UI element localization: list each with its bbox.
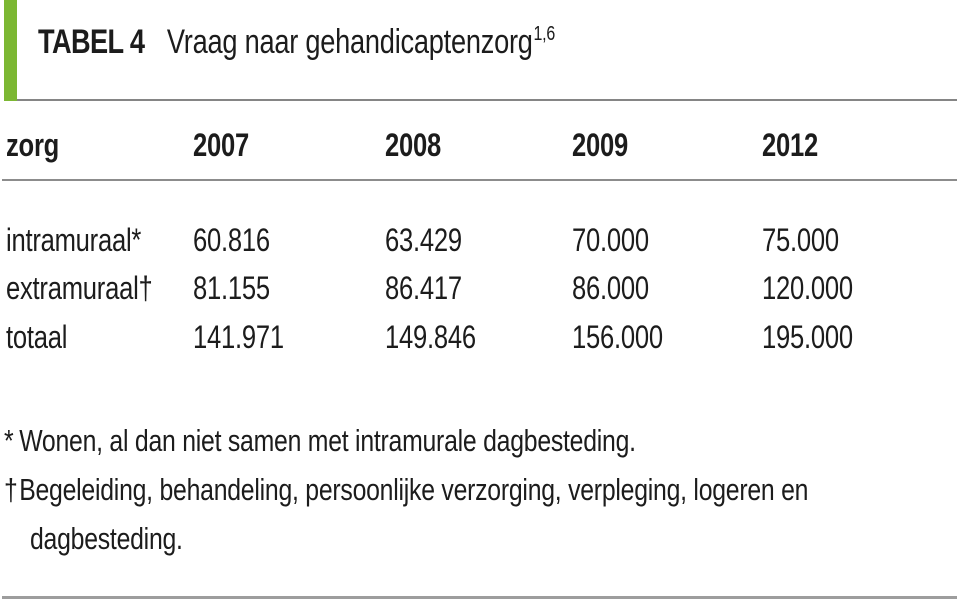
column-header-2009: 2009 bbox=[572, 127, 628, 163]
row-label: intramuraal* bbox=[6, 222, 142, 258]
table-cell: 86.417 bbox=[385, 270, 462, 306]
column-header-2012: 2012 bbox=[762, 127, 818, 163]
divider-top bbox=[17, 99, 957, 101]
footnote-text: dagbesteding. bbox=[30, 521, 183, 556]
table-header-row: zorg 2007 2008 2009 2012 bbox=[0, 123, 959, 167]
table-cell: 120.000 bbox=[762, 270, 853, 306]
table-cell: 86.000 bbox=[572, 270, 649, 306]
title-superscript: 1,6 bbox=[533, 23, 556, 45]
footnote-dagger: †Begeleiding, behandeling, persoonlijke … bbox=[4, 468, 959, 512]
row-label: extramuraal† bbox=[6, 270, 153, 306]
accent-bar bbox=[4, 0, 17, 101]
divider-header bbox=[2, 179, 957, 181]
table-cell: 156.000 bbox=[572, 319, 663, 355]
column-header-zorg: zorg bbox=[6, 127, 60, 163]
table-row: intramuraal* 60.816 63.429 70.000 75.000 bbox=[0, 218, 959, 262]
table-cell: 149.846 bbox=[385, 319, 476, 355]
table-row: extramuraal† 81.155 86.417 86.000 120.00… bbox=[0, 266, 959, 310]
table-cell: 63.429 bbox=[385, 222, 462, 258]
footnote-marker: † bbox=[4, 472, 18, 507]
table-row: totaal 141.971 149.846 156.000 195.000 bbox=[0, 315, 959, 359]
divider-bottom bbox=[2, 596, 957, 599]
table-cell: 75.000 bbox=[762, 222, 839, 258]
table-caption: Vraag naar gehandicaptenzorg bbox=[166, 23, 533, 61]
footnote-marker: * bbox=[4, 423, 14, 458]
table-cell: 195.000 bbox=[762, 319, 853, 355]
footnote-asterisk: * Wonen, al dan niet samen met intramural… bbox=[4, 419, 794, 463]
table-title: TABEL 4 Vraag naar gehandicaptenzorg1,6 bbox=[38, 20, 684, 64]
footnote-dagger-continued: dagbesteding. bbox=[30, 517, 221, 561]
table-cell: 81.155 bbox=[193, 270, 270, 306]
table-cell: 141.971 bbox=[193, 319, 284, 355]
table-cell: 60.816 bbox=[193, 222, 270, 258]
column-header-2007: 2007 bbox=[193, 127, 249, 163]
footnote-text: Begeleiding, behandeling, persoonlijke v… bbox=[19, 472, 809, 507]
table-cell: 70.000 bbox=[572, 222, 649, 258]
column-header-2008: 2008 bbox=[385, 127, 441, 163]
footnote-text: Wonen, al dan niet samen met intramurale… bbox=[19, 423, 636, 458]
table-number: TABEL 4 bbox=[38, 23, 145, 61]
row-label: totaal bbox=[6, 319, 68, 355]
